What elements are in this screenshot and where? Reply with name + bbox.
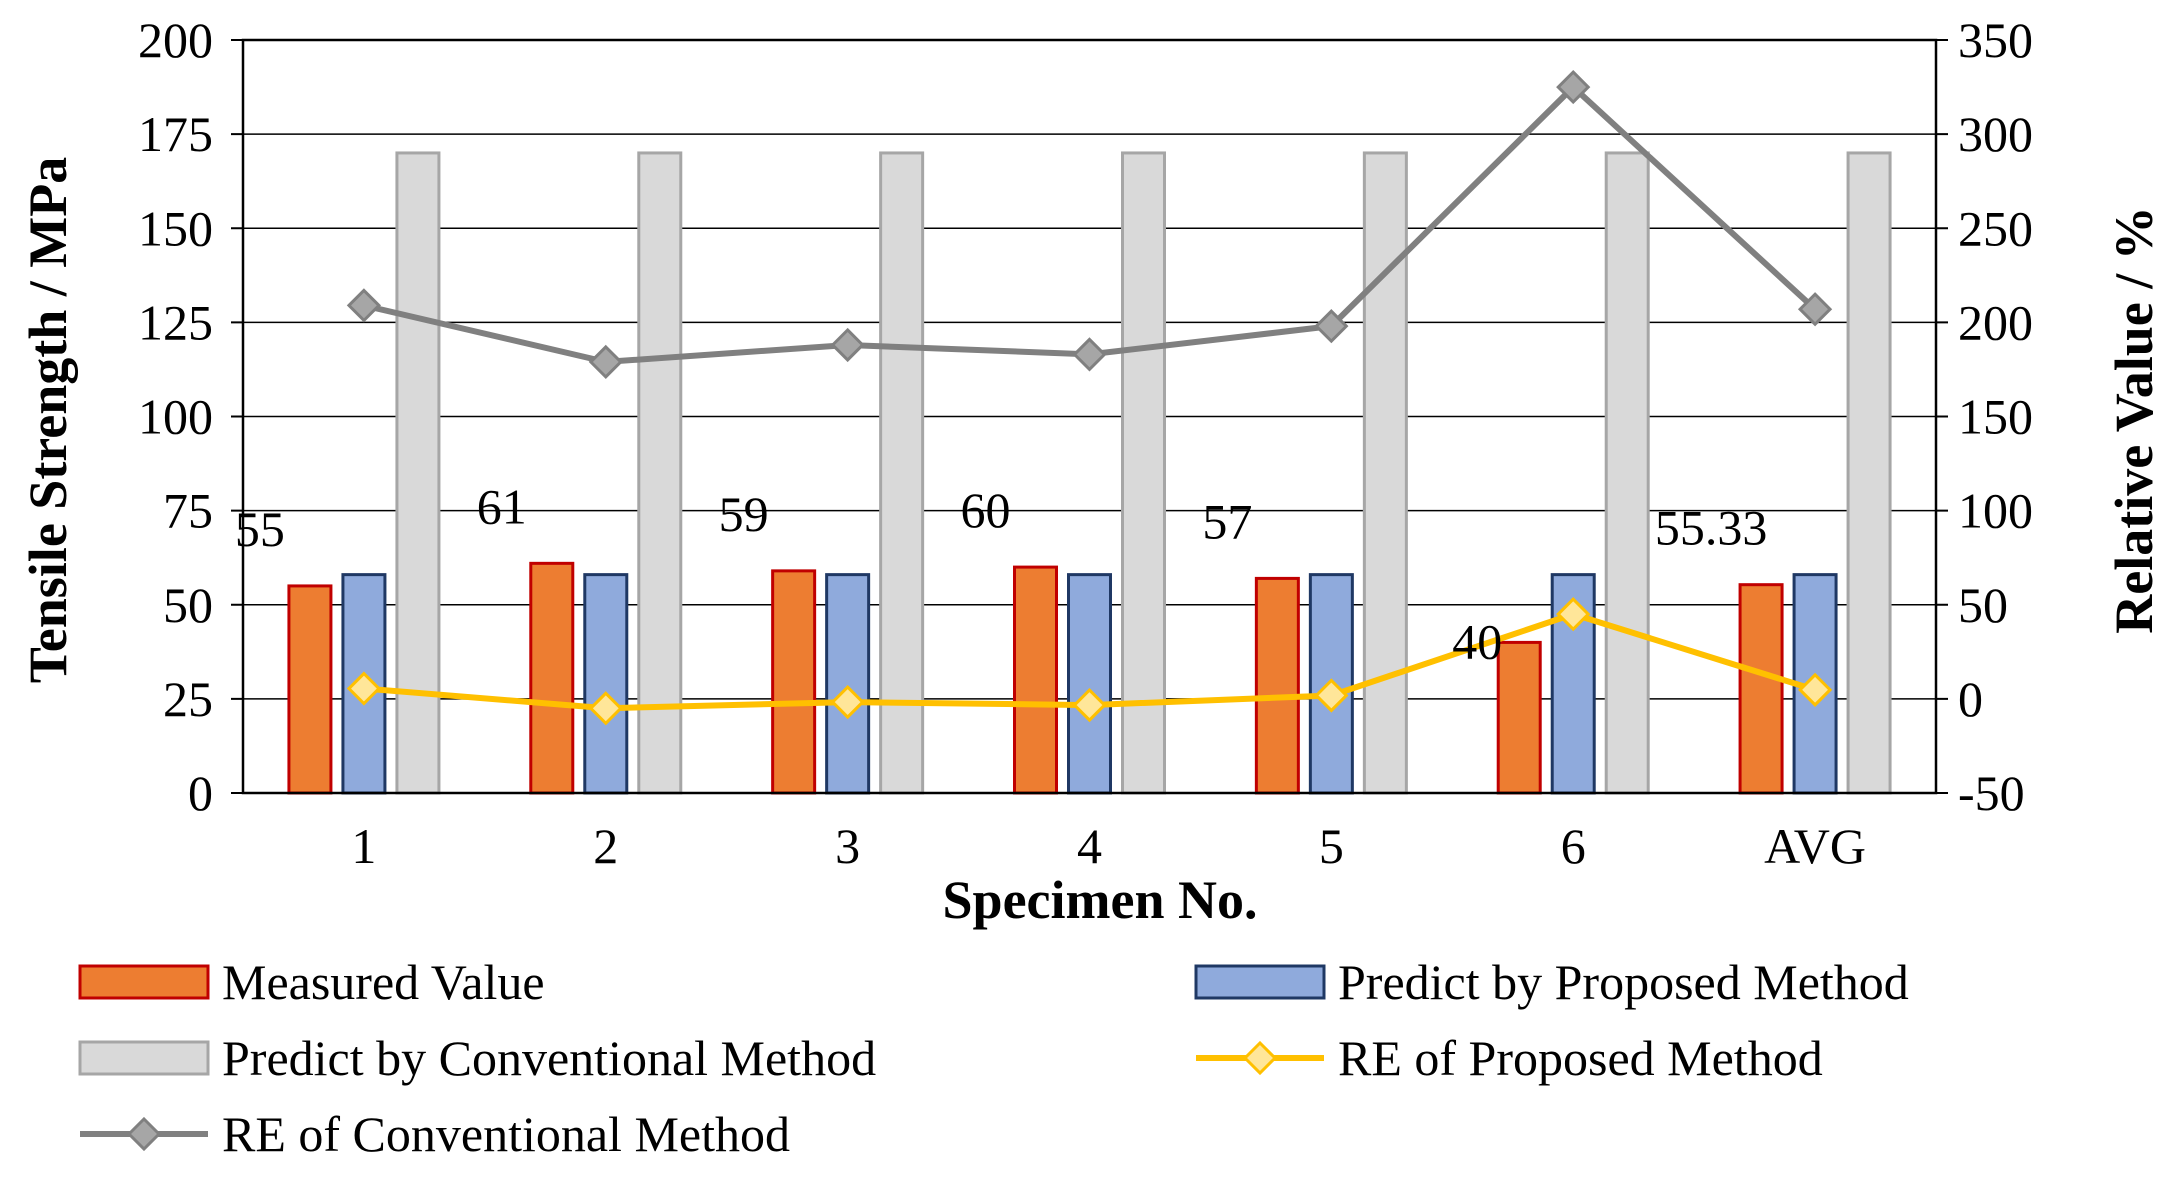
y2-tick-label: 350 <box>1958 12 2033 68</box>
line-marker <box>830 684 865 720</box>
lines <box>346 69 1833 726</box>
data-label: 40 <box>1452 613 1502 669</box>
bar-measured-value-1 <box>287 584 333 795</box>
y-tick-label: 150 <box>138 200 213 256</box>
bar-measured-value-4 <box>1013 565 1058 795</box>
y2-tick-label: 150 <box>1958 389 2033 445</box>
bar-predict-by-conventional-method-3 <box>879 151 925 795</box>
bar-predict-by-conventional-method-avg <box>1846 151 1892 795</box>
data-label: 57 <box>1202 493 1252 549</box>
legend-label: Predict by Proposed Method <box>1338 954 1909 1010</box>
x-axis-title: Specimen No. <box>943 870 1258 930</box>
legend-label: Predict by Conventional Method <box>222 1030 876 1086</box>
y2-tick-label: 250 <box>1958 200 2033 256</box>
y-tick-label: 125 <box>138 294 213 350</box>
bar-predict-by-conventional-method-5 <box>1362 151 1408 795</box>
y-tick-label: 50 <box>163 577 213 633</box>
line-marker <box>1072 337 1107 372</box>
legend-swatch <box>1194 964 1326 1000</box>
bar-measured-value-2 <box>529 561 575 795</box>
y2-axis-title: Relative Value / % <box>2104 206 2164 634</box>
x-tick-label: 2 <box>593 818 618 874</box>
line-marker <box>1797 292 1833 327</box>
x-tick-label: 6 <box>1561 818 1586 874</box>
bar-predict-by-conventional-method-4 <box>1121 151 1166 795</box>
line-marker <box>1797 672 1833 707</box>
x-tick-label: 4 <box>1077 818 1102 874</box>
y2-tick-label: 200 <box>1958 294 2033 350</box>
data-label: 61 <box>477 478 527 534</box>
bar-measured-value-5 <box>1254 576 1300 795</box>
line-marker <box>346 288 382 323</box>
legend-label: RE of Proposed Method <box>1338 1030 1823 1086</box>
legend-marker <box>126 1116 162 1152</box>
line-marker <box>1072 687 1107 723</box>
legend-label: Measured Value <box>222 954 545 1010</box>
series-line <box>363 82 1818 365</box>
bar-predict-by-conventional-method-2 <box>637 151 683 795</box>
y-tick-label: 0 <box>188 765 213 821</box>
legend-marker <box>1242 1040 1278 1076</box>
legend-label: RE of Conventional Method <box>222 1106 790 1162</box>
data-label: 59 <box>719 486 769 542</box>
y-tick-label: 200 <box>138 12 213 68</box>
x-tick-label: 5 <box>1319 818 1344 874</box>
bar-predict-by-proposed-method-4 <box>1067 573 1112 795</box>
data-label: 55 <box>235 501 285 557</box>
bar-predict-by-conventional-method-6 <box>1604 151 1650 795</box>
line-marker <box>1314 678 1349 713</box>
y2-tick-label: -50 <box>1958 765 2025 821</box>
legend: Measured Value Predict by Proposed Method… <box>78 954 1909 1162</box>
line-marker <box>588 344 623 380</box>
y2-tick-label: 300 <box>1958 106 2033 162</box>
legend-swatch <box>78 1040 210 1076</box>
bar-predict-by-proposed-method-2 <box>583 573 629 795</box>
y2-axis-ticks: -50 0 50 100 150 200 250 300 350 <box>1936 12 2033 821</box>
line-marker <box>588 691 623 726</box>
y-tick-label: 175 <box>138 106 213 162</box>
line-marker <box>1314 309 1349 344</box>
legend-swatch <box>78 964 210 1000</box>
y2-tick-label: 100 <box>1958 483 2033 539</box>
bars <box>287 151 1892 795</box>
data-labels: 55 61 59 60 57 40 55.33 <box>235 478 1767 669</box>
bar-predict-by-conventional-method-1 <box>395 151 441 795</box>
line-marker <box>346 671 382 706</box>
x-axis-ticks: 1 2 3 4 5 6 AVG <box>351 818 1866 874</box>
line-marker <box>1556 597 1591 632</box>
x-tick-label: 3 <box>835 818 860 874</box>
bar-predict-by-proposed-method-3 <box>825 573 871 795</box>
data-label: 60 <box>961 482 1011 538</box>
y2-tick-label: 50 <box>1958 577 2008 633</box>
x-tick-label: AVG <box>1764 818 1866 874</box>
y-axis-title: Tensile Strength / MPa <box>18 157 78 684</box>
y-tick-label: 25 <box>163 671 213 727</box>
y2-tick-label: 0 <box>1958 671 1983 727</box>
bar-measured-value-6 <box>1496 640 1542 795</box>
y-axis-ticks: 0 25 50 75 100 125 150 175 200 <box>138 12 243 821</box>
y-tick-label: 75 <box>163 483 213 539</box>
bar-predict-by-proposed-method-6 <box>1550 573 1596 795</box>
bar-measured-value-3 <box>771 569 817 795</box>
bar-measured-value-avg <box>1738 583 1784 795</box>
x-tick-label: 1 <box>351 818 376 874</box>
y-tick-label: 100 <box>138 389 213 445</box>
line-marker <box>830 327 865 363</box>
line-marker <box>1556 69 1591 105</box>
data-label: 55.33 <box>1655 500 1768 556</box>
